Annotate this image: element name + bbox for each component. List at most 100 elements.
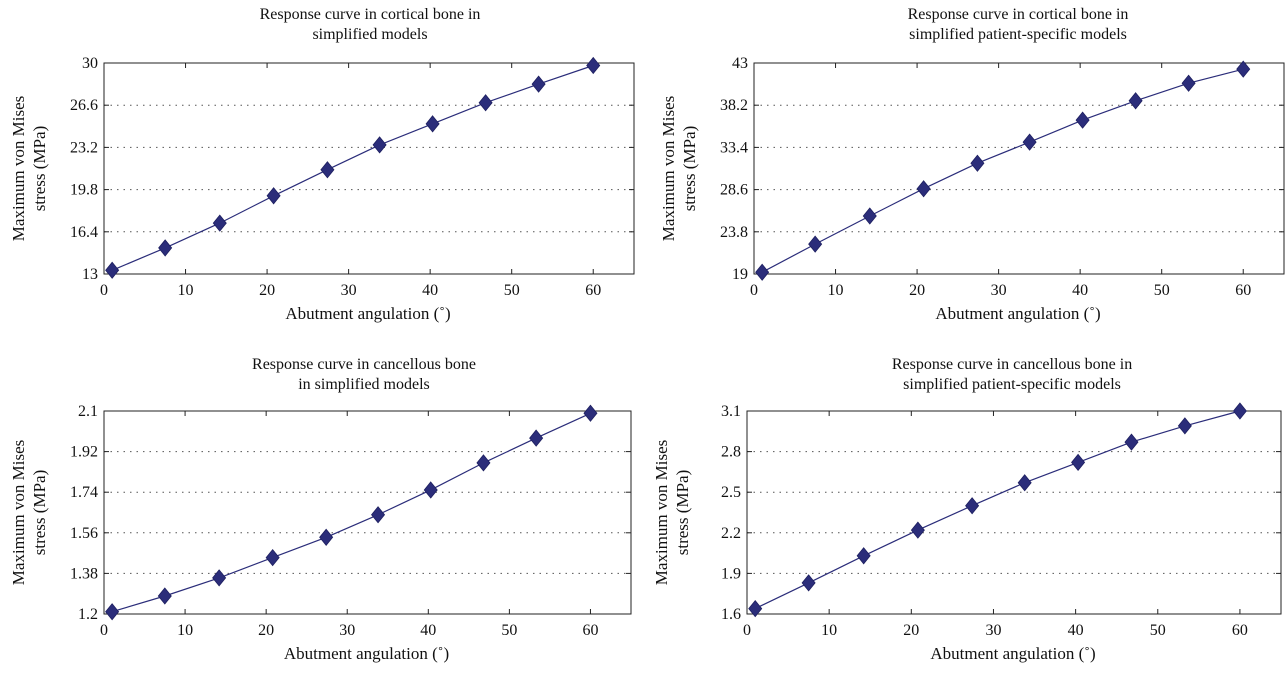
y-tick-label: 1.2 bbox=[78, 606, 98, 623]
data-point-marker bbox=[158, 239, 173, 257]
x-tick-label: 50 bbox=[501, 622, 517, 639]
data-point-marker bbox=[157, 587, 172, 605]
data-point-marker bbox=[372, 136, 387, 154]
x-tick-label: 30 bbox=[991, 282, 1007, 299]
x-tick-label: 20 bbox=[258, 622, 274, 639]
x-tick-label: 50 bbox=[1154, 282, 1170, 299]
data-point-marker bbox=[320, 161, 335, 179]
y-tick-label: 16.4 bbox=[70, 224, 98, 241]
data-point-marker bbox=[425, 115, 440, 133]
data-point-marker bbox=[862, 207, 877, 225]
data-point-marker bbox=[755, 263, 770, 281]
x-tick-label: 40 bbox=[422, 282, 438, 299]
data-point-marker bbox=[105, 261, 120, 279]
chart-title-line: simplified patient-specific models bbox=[909, 26, 1127, 43]
data-point-marker bbox=[1071, 453, 1086, 472]
x-tick-label: 20 bbox=[903, 622, 919, 639]
data-point-marker bbox=[371, 506, 386, 524]
y-tick-label: 28.6 bbox=[720, 182, 748, 199]
y-tick-label: 19.8 bbox=[70, 182, 98, 199]
y-tick-label: 26.6 bbox=[70, 97, 98, 114]
data-point-marker bbox=[1181, 74, 1196, 92]
chart-panel-1: Response curve in cortical bone in simpli… bbox=[9, 6, 635, 323]
x-tick-label: 10 bbox=[177, 622, 193, 639]
x-axis-label: Abutment angulation (˚) bbox=[284, 644, 449, 663]
x-tick-label: 60 bbox=[582, 622, 598, 639]
x-tick-label: 40 bbox=[420, 622, 436, 639]
x-tick-label: 0 bbox=[743, 622, 751, 639]
plot-frame bbox=[103, 62, 635, 275]
chart-title-line: simplified patient-specific models bbox=[903, 376, 1121, 393]
data-point-marker bbox=[801, 574, 816, 592]
data-point-marker bbox=[583, 404, 598, 422]
y-tick-label: 43 bbox=[732, 55, 748, 72]
plot-frame bbox=[753, 62, 1285, 275]
x-tick-label: 0 bbox=[100, 622, 108, 639]
data-point-marker bbox=[1124, 433, 1139, 451]
x-tick-label: 10 bbox=[821, 622, 837, 639]
y-tick-label: 1.92 bbox=[70, 444, 98, 461]
data-point-marker bbox=[856, 547, 871, 565]
data-point-marker bbox=[531, 75, 546, 93]
y-tick-label: 2.2 bbox=[721, 525, 741, 542]
data-point-marker bbox=[423, 481, 438, 499]
data-point-marker bbox=[319, 528, 334, 546]
x-tick-label: 50 bbox=[1150, 622, 1166, 639]
y-tick-label: 1.74 bbox=[70, 484, 98, 501]
data-point-marker bbox=[265, 548, 280, 567]
series-line bbox=[111, 412, 591, 613]
y-axis-label-line: stress (MPa) bbox=[30, 470, 49, 555]
series-line bbox=[761, 68, 1244, 273]
x-tick-label: 60 bbox=[1235, 282, 1251, 299]
chart-title-line: simplified models bbox=[312, 26, 427, 43]
x-tick-label: 40 bbox=[1068, 622, 1084, 639]
x-tick-label: 60 bbox=[1232, 622, 1248, 639]
data-point-marker bbox=[1128, 92, 1143, 110]
y-axis-label-line: Maximum von Mises bbox=[659, 96, 678, 241]
x-tick-label: 30 bbox=[339, 622, 355, 639]
x-tick-label: 40 bbox=[1072, 282, 1088, 299]
x-tick-label: 10 bbox=[178, 282, 194, 299]
data-point-marker bbox=[478, 94, 493, 112]
data-point-marker bbox=[1236, 60, 1251, 78]
y-tick-label: 23.2 bbox=[70, 139, 98, 156]
chart-title-line: Response curve in cancellous bone bbox=[252, 356, 476, 373]
y-tick-label: 2.5 bbox=[721, 484, 741, 501]
x-tick-label: 30 bbox=[341, 282, 357, 299]
y-tick-label: 1.6 bbox=[721, 606, 741, 623]
chart-title-line: Response curve in cancellous bone in bbox=[892, 356, 1132, 373]
y-axis-label: Maximum von Mises stress (MPa) bbox=[9, 440, 49, 585]
y-tick-label: 30 bbox=[82, 55, 98, 72]
x-tick-label: 60 bbox=[585, 282, 601, 299]
y-tick-label: 13 bbox=[82, 266, 98, 283]
data-point-marker bbox=[1075, 111, 1090, 129]
y-axis-label-line: stress (MPa) bbox=[673, 470, 692, 555]
y-axis-label-line: Maximum von Mises bbox=[9, 440, 28, 585]
data-point-marker bbox=[529, 429, 544, 447]
y-tick-label: 2.8 bbox=[721, 444, 741, 461]
x-tick-label: 20 bbox=[259, 282, 275, 299]
chart-panel-3: Response curve in cancellous bone in simp… bbox=[9, 356, 632, 663]
data-point-marker bbox=[1022, 133, 1037, 151]
x-axis-label: Abutment angulation (˚) bbox=[285, 304, 450, 323]
y-tick-label: 3.1 bbox=[721, 403, 741, 420]
y-tick-label: 1.9 bbox=[721, 565, 741, 582]
y-axis-label: Maximum von Mises stress (MPa) bbox=[652, 440, 692, 585]
x-tick-label: 20 bbox=[909, 282, 925, 299]
series-line bbox=[754, 410, 1241, 610]
data-point-marker bbox=[916, 180, 931, 198]
chart-title-line: Response curve in cortical bone in bbox=[908, 6, 1129, 23]
data-point-marker bbox=[266, 187, 281, 205]
x-tick-label: 10 bbox=[828, 282, 844, 299]
chart-panel-2: Response curve in cortical bone in simpli… bbox=[659, 6, 1285, 323]
y-tick-label: 1.38 bbox=[70, 565, 98, 582]
data-point-marker bbox=[970, 154, 985, 172]
data-point-marker bbox=[586, 56, 601, 75]
data-point-marker bbox=[1017, 474, 1032, 492]
y-axis-label-line: Maximum von Mises bbox=[9, 96, 28, 241]
data-point-marker bbox=[105, 603, 120, 621]
x-tick-label: 50 bbox=[504, 282, 520, 299]
x-tick-label: 30 bbox=[985, 622, 1001, 639]
